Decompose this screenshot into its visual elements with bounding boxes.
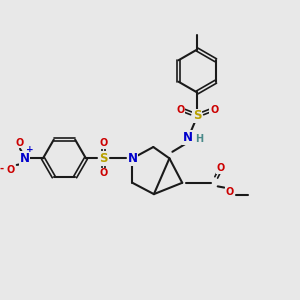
Text: N: N xyxy=(183,131,193,144)
Text: S: S xyxy=(193,109,201,122)
Text: N: N xyxy=(128,152,137,165)
Text: O: O xyxy=(16,138,24,148)
Text: S: S xyxy=(100,152,108,165)
Text: O: O xyxy=(226,187,234,197)
Text: O: O xyxy=(100,168,108,178)
Text: O: O xyxy=(176,105,184,115)
Text: +: + xyxy=(26,146,34,154)
Text: N: N xyxy=(20,152,29,165)
Text: O: O xyxy=(6,165,14,175)
Text: H: H xyxy=(195,134,203,144)
Text: O: O xyxy=(100,138,108,148)
Text: O: O xyxy=(217,164,225,173)
Text: O: O xyxy=(210,105,218,115)
Text: -: - xyxy=(0,164,3,174)
